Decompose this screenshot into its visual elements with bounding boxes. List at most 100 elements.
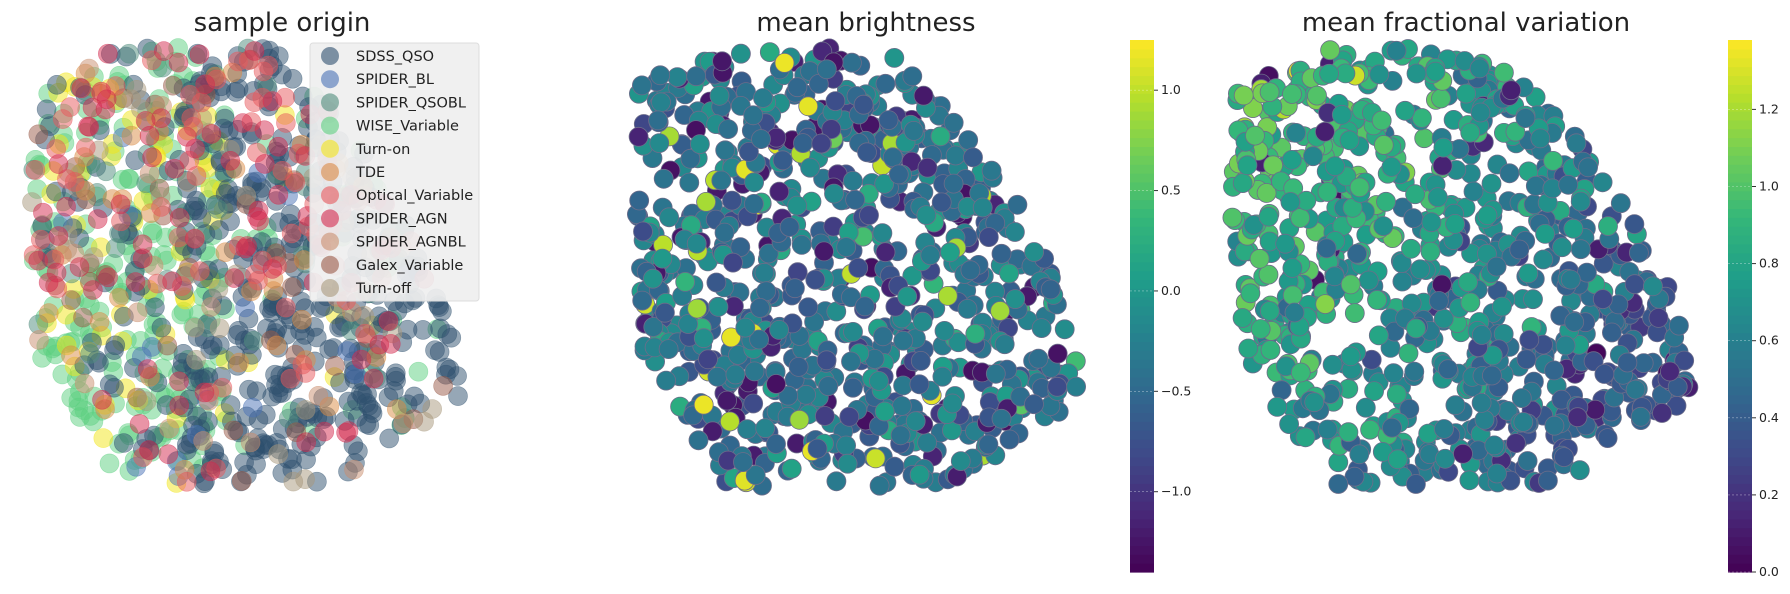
scatter-point	[1421, 212, 1442, 233]
scatter-point-spider-agn	[268, 136, 289, 157]
scatter-point	[1592, 172, 1613, 193]
scatter-point	[940, 242, 960, 263]
scatter-point	[744, 193, 764, 214]
scatter-point	[1435, 448, 1455, 469]
scatter-point	[1625, 379, 1646, 400]
scatter-point	[932, 366, 953, 387]
scatter-point	[1597, 428, 1618, 449]
scatter-point-turn-off	[184, 317, 205, 338]
scatter-point	[1328, 452, 1349, 473]
colorbar-segment	[1728, 252, 1752, 263]
colorbar-segment	[1130, 430, 1154, 440]
colorbar-segment	[1728, 456, 1752, 467]
scatter-point	[950, 451, 971, 472]
scatter-point	[913, 85, 934, 106]
scatter-point	[1369, 64, 1390, 85]
colorbar-segment	[1130, 110, 1154, 121]
legend-frame	[309, 42, 480, 302]
legend-label: Galex_Variable	[356, 258, 463, 274]
scatter-point	[1317, 419, 1338, 440]
scatter-point-optical-variable	[285, 172, 306, 192]
scatter-point	[842, 52, 862, 73]
colorbar-segment	[1130, 341, 1154, 351]
scatter-point-turn-off	[208, 279, 229, 299]
scatter-point	[1523, 289, 1543, 310]
colorbar-segment	[1728, 501, 1752, 511]
colorbar-segment	[1728, 288, 1752, 298]
scatter-point-spider-agn	[56, 196, 76, 217]
scatter-point	[1222, 207, 1243, 228]
scatter-point	[1282, 258, 1303, 278]
scatter-point	[1344, 303, 1365, 324]
scatter-point	[769, 319, 789, 340]
scatter-point	[958, 130, 979, 151]
scatter-point-sdss-qso	[356, 413, 377, 434]
scatter-point-optical-variable	[76, 137, 96, 158]
colorbar-segment	[1130, 57, 1154, 68]
scatter-point	[1459, 470, 1480, 491]
colorbar-segment	[1728, 323, 1752, 334]
scatter-point	[708, 296, 729, 317]
scatter-point	[872, 223, 893, 244]
scatter-point-spider-agn	[249, 211, 269, 231]
scatter-point	[1320, 40, 1340, 61]
colorbar-segment	[1728, 536, 1752, 546]
scatter-point	[1610, 193, 1631, 214]
legend-label: Turn-off	[355, 281, 412, 297]
scatter-point-sdss-qso	[36, 99, 57, 120]
scatter-point	[788, 356, 809, 377]
colorbar-segment	[1728, 359, 1752, 369]
colorbar-segment	[1130, 190, 1154, 201]
scatter-point	[1617, 352, 1638, 373]
scatter-point	[779, 217, 800, 237]
colorbar-segment	[1728, 447, 1752, 458]
scatter-point	[942, 393, 963, 414]
scatter-point	[1275, 233, 1296, 254]
colorbar-segment	[1728, 483, 1752, 493]
scatter-point	[720, 411, 740, 432]
scatter-point	[1405, 184, 1425, 205]
legend-label: Optical_Variable	[356, 188, 473, 204]
colorbar-segment	[1130, 465, 1154, 476]
legend: SDSS_QSO SPIDER_BL SPIDER_QSOBL WISE_Variab…	[309, 42, 480, 302]
scatter-point-spider-agn	[48, 226, 69, 246]
scatter-point	[1555, 335, 1576, 356]
scatter-point	[1024, 394, 1044, 415]
scatter-point	[1425, 61, 1446, 82]
scatter-point	[1376, 191, 1396, 212]
colorbar-segment	[1130, 208, 1154, 218]
colorbar-segment	[1130, 164, 1154, 174]
scatter-point	[1344, 466, 1365, 487]
scatter-point	[1259, 82, 1280, 102]
scatter-point	[1347, 243, 1367, 264]
scatter-point	[1401, 238, 1421, 259]
scatter-point	[1458, 272, 1478, 293]
scatter-point	[1511, 388, 1532, 409]
scatter-point	[1516, 349, 1537, 370]
scatter-point	[1643, 276, 1663, 297]
colorbar-segment	[1130, 102, 1154, 112]
scatter-point-spider-agnbl	[127, 302, 148, 323]
scatter-point-optical-variable	[151, 197, 171, 217]
scatter-point	[884, 48, 905, 68]
scatter-point	[1414, 128, 1435, 149]
scatter-point	[1295, 427, 1316, 448]
scatter-point	[759, 42, 780, 62]
scatter-point	[1280, 192, 1301, 212]
scatter-point	[843, 170, 863, 191]
scatter-point	[818, 376, 839, 397]
colorbar-segment	[1728, 190, 1752, 201]
scatter-point	[655, 302, 675, 323]
scatter-point	[745, 465, 766, 486]
scatter-point-tde	[38, 303, 59, 323]
scatter-point	[1290, 362, 1311, 383]
scatter-point	[978, 227, 999, 248]
scatter-point-turn-off	[121, 89, 141, 110]
legend-marker	[321, 255, 339, 274]
colorbar-segment	[1728, 518, 1752, 529]
scatter-point	[1469, 58, 1490, 79]
scatter-point	[920, 245, 941, 266]
scatter-point	[743, 393, 764, 414]
scatter-point	[1382, 417, 1402, 438]
scatter-point	[1552, 237, 1572, 258]
